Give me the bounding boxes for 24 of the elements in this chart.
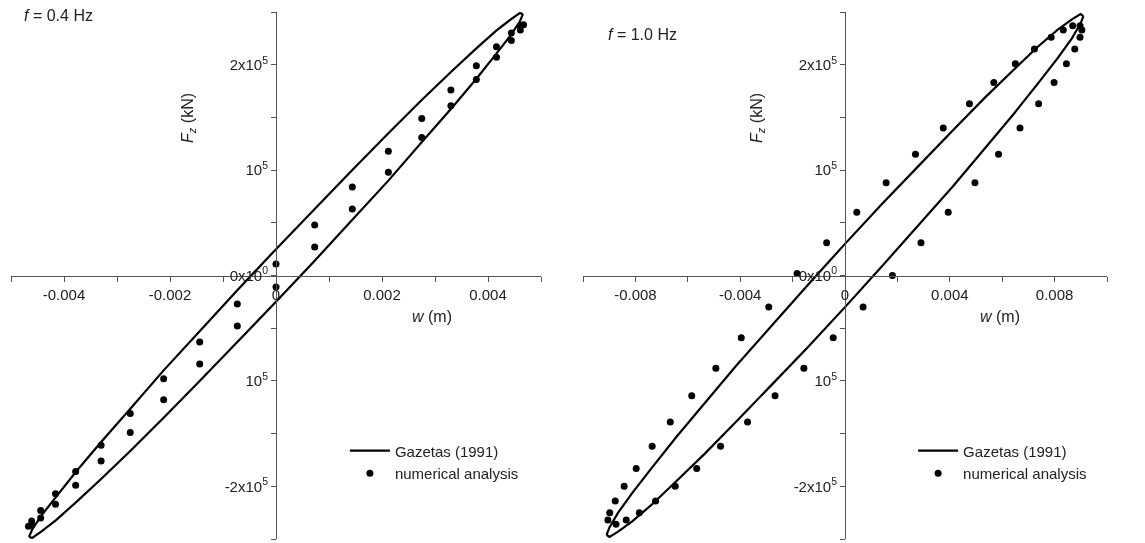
text: f = 1.0 Hz <box>608 26 677 43</box>
legend-label: Gazetas (1991) <box>394 442 499 460</box>
x-tick-label: -0.004 <box>42 285 86 303</box>
chart-title: f = 0.4 Hz <box>24 7 93 24</box>
x-tick-label: -0.008 <box>614 285 657 303</box>
y-tick-label: -2x10$^{5}$ <box>224 475 269 495</box>
x-tick-label: -0.002 <box>148 285 192 303</box>
x-tick-label: 0.002 <box>363 285 401 303</box>
legend-label: Gazetas (1991) <box>963 442 1067 460</box>
y-tick-label: 10$^{5}$ <box>814 369 838 390</box>
legend-label: numerical analysis <box>394 465 519 482</box>
x-tick-label: 0.004 <box>931 285 969 303</box>
y-tick-label: 10$^{5}$ <box>245 369 269 390</box>
x-axis-title: w (m) <box>980 308 1020 325</box>
y-tick-label: 2x10$^{5}$ <box>798 53 838 73</box>
x-tick-label: 0.004 <box>469 285 507 303</box>
legend-label: numerical analysis <box>963 465 1087 482</box>
y-tick-label: 10$^{5}$ <box>814 159 838 179</box>
y-tick-label: 2x10$^{5}$ <box>229 53 269 73</box>
y-tick-label: -2x10$^{5}$ <box>793 475 838 495</box>
y-tick-label: 10$^{5}$ <box>245 159 269 179</box>
x-axis-title: w (m) <box>412 308 452 325</box>
x-tick-label: -0.004 <box>718 285 762 303</box>
x-tick-label: 0.008 <box>1035 285 1074 303</box>
